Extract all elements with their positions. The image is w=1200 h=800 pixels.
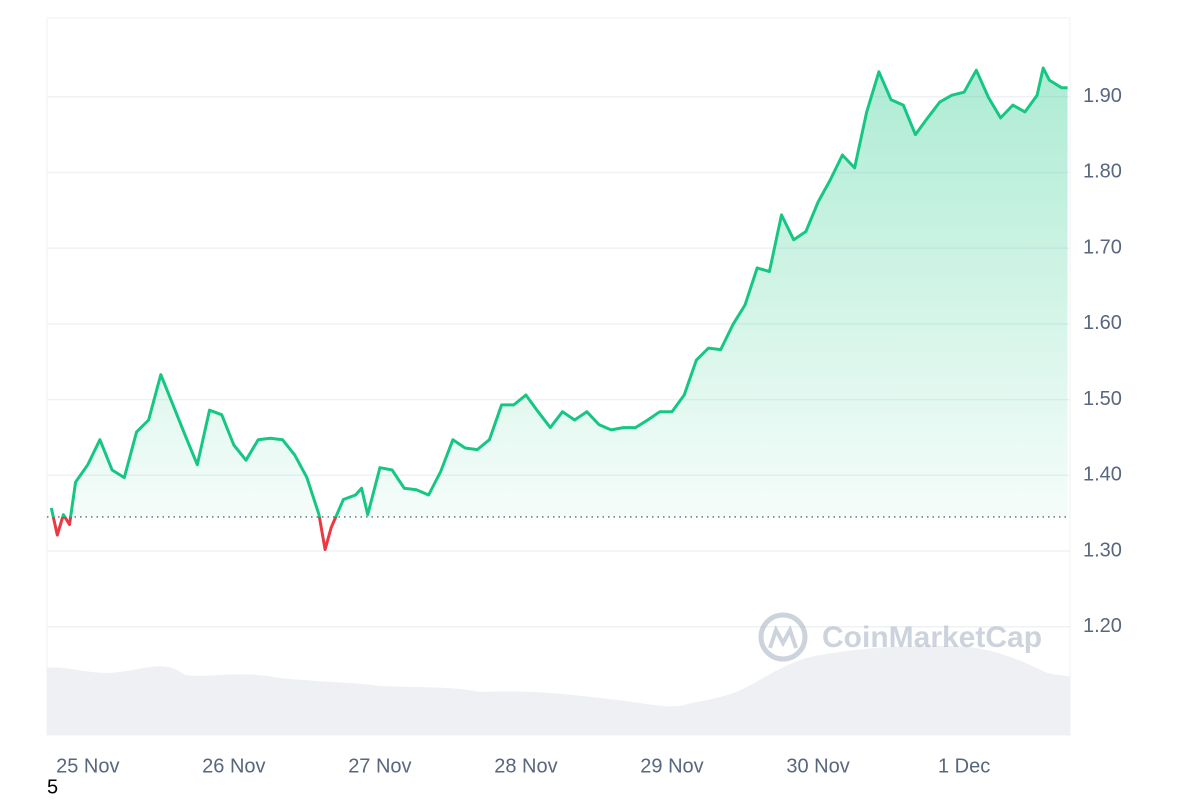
- volume-area: [47, 645, 1070, 735]
- x-tick-label: 1 Dec: [938, 755, 990, 777]
- x-tick-label: 25 Nov: [56, 755, 119, 777]
- y-tick-label: 1.40: [1083, 464, 1122, 486]
- x-tick-label: 26 Nov: [202, 755, 265, 777]
- y-tick-label: 1.30: [1083, 539, 1122, 561]
- watermark: CoinMarketCap: [758, 612, 1042, 662]
- watermark-logo-mark: [768, 624, 798, 649]
- watermark-text: CoinMarketCap: [822, 621, 1042, 654]
- x-tick-label: 29 Nov: [640, 755, 703, 777]
- y-tick-label: 1.80: [1083, 161, 1122, 183]
- area-fill: [51, 68, 1068, 517]
- price-line: [49, 66, 1068, 551]
- y-tick-label: 1.70: [1083, 236, 1122, 258]
- y-tick-label: 1.50: [1083, 388, 1122, 410]
- x-tick-label: 30 Nov: [786, 755, 849, 777]
- caption: 5: [47, 776, 58, 798]
- x-tick-label: 28 Nov: [494, 755, 557, 777]
- x-tick-label: 27 Nov: [348, 755, 411, 777]
- watermark-logo: [758, 612, 808, 662]
- y-tick-label: 1.60: [1083, 312, 1122, 334]
- y-tick-label: 1.20: [1083, 615, 1122, 637]
- y-tick-label: 1.90: [1083, 85, 1122, 107]
